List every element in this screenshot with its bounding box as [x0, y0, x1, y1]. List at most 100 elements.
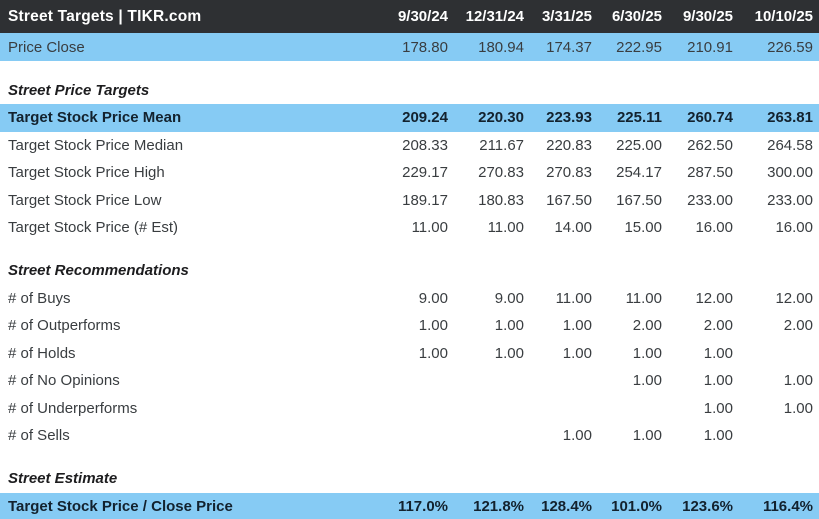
price-close-value: 180.94 — [478, 38, 524, 56]
row-value: 12.00 — [695, 289, 733, 307]
price-close-row: Price Close 178.80 180.94 174.37 222.95 210.… — [0, 33, 819, 61]
row-value: 11.00 — [625, 289, 662, 307]
row-value: 1.00 — [783, 399, 813, 417]
row-value: 225.00 — [616, 136, 662, 154]
row-value: 229.17 — [402, 164, 448, 182]
row-value: 270.83 — [478, 164, 524, 182]
row-value: 1.00 — [494, 317, 524, 335]
row-label: # of No Opinions — [8, 372, 120, 390]
row-value: 180.83 — [478, 191, 524, 209]
row-label: Target Stock Price Low — [8, 191, 162, 209]
row-label: Target Stock Price Median — [8, 136, 184, 154]
row-label: Target Stock Price Mean — [8, 109, 182, 127]
table-body: Street Price Targets Target Stock Price M… — [0, 79, 819, 519]
row-value: 223.93 — [546, 109, 592, 127]
row-value: 14.00 — [554, 219, 592, 237]
row-value: 12.00 — [775, 289, 813, 307]
row-value: 1.00 — [562, 344, 592, 362]
row-value: 128.4% — [541, 497, 592, 515]
row-value: 15.00 — [624, 219, 662, 237]
row-value: 9.00 — [494, 289, 524, 307]
section-heading: Street Estimate — [8, 470, 118, 487]
table-row: Target Stock Price High 229.17 270.83 270.8… — [0, 159, 819, 187]
table-row: Target Stock Price Mean 209.24 220.30 223.9… — [0, 104, 819, 132]
row-value: 9.00 — [418, 289, 448, 307]
price-close-value: 226.59 — [767, 38, 813, 56]
row-value: 254.17 — [616, 164, 662, 182]
row-value: 1.00 — [494, 344, 524, 362]
row-value: 11.00 — [411, 219, 448, 237]
table-header-row: Street Targets | TIKR.com 9/30/24 12/31/2… — [0, 0, 819, 33]
row-value: 1.00 — [703, 372, 733, 390]
table-row: # of Sells 1.00 1.00 1.00 — [0, 422, 819, 450]
column-header-date: 9/30/25 — [682, 8, 733, 25]
table-title: Street Targets | TIKR.com — [8, 7, 202, 25]
row-value: 2.00 — [632, 317, 662, 335]
table-row: # of Buys 9.00 9.00 11.00 11.00 12.00 12.00 — [0, 285, 819, 313]
row-label: # of Holds — [8, 344, 76, 362]
table-row: Target Stock Price Low 189.17 180.83 167.50… — [0, 187, 819, 215]
row-value: 101.0% — [611, 497, 662, 515]
table-row: # of Holds 1.00 1.00 1.00 1.00 1.00 — [0, 340, 819, 368]
row-value: 264.58 — [767, 136, 813, 154]
row-value: 1.00 — [783, 372, 813, 390]
row-value: 11.00 — [555, 289, 592, 307]
table-row: Target Stock Price / Close Price 117.0% 12… — [0, 492, 819, 519]
row-value: 1.00 — [632, 427, 662, 445]
price-close-value: 178.80 — [402, 38, 448, 56]
price-close-value: 174.37 — [546, 38, 592, 56]
row-value: 123.6% — [682, 497, 733, 515]
section-heading: Street Recommendations — [8, 262, 189, 279]
row-label: # of Buys — [8, 289, 71, 307]
row-value: 220.83 — [546, 136, 592, 154]
row-value: 116.4% — [762, 497, 813, 515]
row-value: 287.50 — [687, 164, 733, 182]
row-value: 1.00 — [703, 344, 733, 362]
row-value: 2.00 — [703, 317, 733, 335]
row-value: 121.8% — [473, 497, 524, 515]
row-value: 167.50 — [616, 191, 662, 209]
row-value: 225.11 — [616, 109, 662, 127]
column-header-date: 9/30/24 — [397, 8, 448, 25]
row-value: 1.00 — [632, 344, 662, 362]
row-value: 1.00 — [562, 317, 592, 335]
row-value: 260.74 — [687, 109, 733, 127]
table-row: # of No Opinions 1.00 1.00 1.00 — [0, 367, 819, 395]
table-row: Target Stock Price (# Est) 11.00 11.00 14.0… — [0, 214, 819, 242]
row-value: 167.50 — [546, 191, 592, 209]
row-label: # of Outperforms — [8, 317, 121, 335]
row-value: 263.81 — [767, 109, 813, 127]
row-label: # of Underperforms — [8, 399, 138, 417]
section-heading: Street Price Targets — [8, 81, 150, 99]
row-value: 300.00 — [767, 164, 813, 182]
row-value: 1.00 — [703, 427, 733, 445]
row-value: 1.00 — [632, 372, 662, 390]
row-value: 1.00 — [418, 317, 448, 335]
price-close-value: 222.95 — [616, 38, 662, 56]
table-row: # of Outperforms 1.00 1.00 1.00 2.00 2.00 2.00 — [0, 312, 819, 340]
row-label: Target Stock Price / Close Price — [8, 497, 233, 515]
row-value: 16.00 — [775, 219, 813, 237]
row-value: 208.33 — [402, 136, 448, 154]
table-row: Target Stock Price Median 208.33 211.67 220… — [0, 132, 819, 160]
row-label: Target Stock Price High — [8, 164, 165, 182]
row-value: 1.00 — [703, 399, 733, 417]
row-label: # of Sells — [8, 427, 70, 445]
row-value: 189.17 — [402, 191, 448, 209]
column-header-date: 6/30/25 — [611, 8, 662, 25]
row-value: 262.50 — [687, 136, 733, 154]
row-value: 233.00 — [767, 191, 813, 209]
row-value: 2.00 — [783, 317, 813, 335]
row-value: 233.00 — [687, 191, 733, 209]
price-close-value: 210.91 — [687, 38, 733, 56]
row-value: 11.00 — [487, 219, 524, 237]
row-value: 1.00 — [418, 344, 448, 362]
price-close-label: Price Close — [8, 38, 85, 56]
row-value: 16.00 — [695, 219, 733, 237]
column-header-date: 12/31/24 — [465, 8, 524, 25]
row-value: 220.30 — [478, 109, 524, 127]
table-row: # of Underperforms 1.00 1.00 — [0, 395, 819, 423]
row-label: Target Stock Price (# Est) — [8, 219, 179, 237]
column-header-date: 10/10/25 — [754, 8, 813, 25]
